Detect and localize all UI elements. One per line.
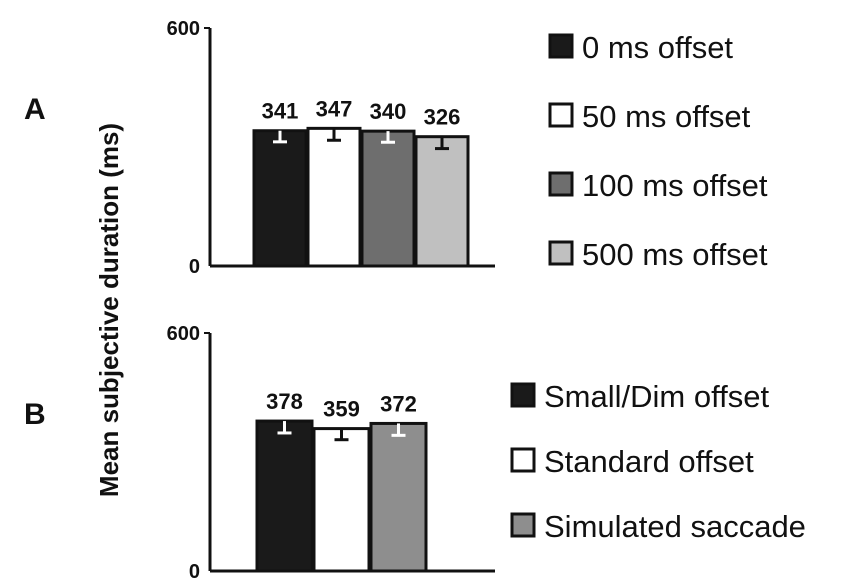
- bar: [414, 135, 470, 268]
- legend-swatch: [548, 240, 574, 266]
- y-tick-label: 0: [189, 256, 200, 278]
- data-label: 372: [380, 391, 417, 416]
- data-label: 340: [370, 99, 407, 124]
- data-label: 378: [266, 389, 303, 414]
- legend-label: Standard offset: [544, 444, 754, 479]
- legend-swatch: [548, 171, 574, 197]
- data-label: 359: [323, 397, 360, 422]
- y-tick-label: 600: [167, 323, 200, 345]
- legend-swatch: [548, 102, 574, 128]
- legend-swatch: [548, 33, 574, 59]
- legend-label: 500 ms offset: [582, 237, 768, 272]
- panel-label-a: A: [24, 93, 46, 126]
- legend-label: Simulated saccade: [544, 509, 806, 544]
- y-tick-label: 600: [167, 18, 200, 40]
- bar: [252, 129, 308, 268]
- bar: [360, 129, 416, 268]
- panel-label-b: B: [24, 398, 46, 431]
- bar: [369, 421, 428, 573]
- legend-swatch: [510, 512, 536, 538]
- bar: [306, 126, 362, 268]
- legend-swatch: [510, 382, 536, 408]
- legend-label: 50 ms offset: [582, 99, 751, 134]
- legend-label: 100 ms offset: [582, 168, 768, 203]
- data-label: 341: [262, 99, 299, 124]
- legend-label: Small/Dim offset: [544, 379, 769, 414]
- bar: [255, 419, 314, 573]
- data-label: 326: [424, 105, 461, 130]
- legend-label: 0 ms offset: [582, 30, 733, 65]
- data-label: 347: [316, 96, 353, 121]
- y-axis-label: Mean subjective duration (ms): [94, 123, 124, 497]
- legend-swatch: [510, 447, 536, 473]
- y-tick-label: 0: [189, 561, 200, 581]
- bar: [312, 427, 371, 573]
